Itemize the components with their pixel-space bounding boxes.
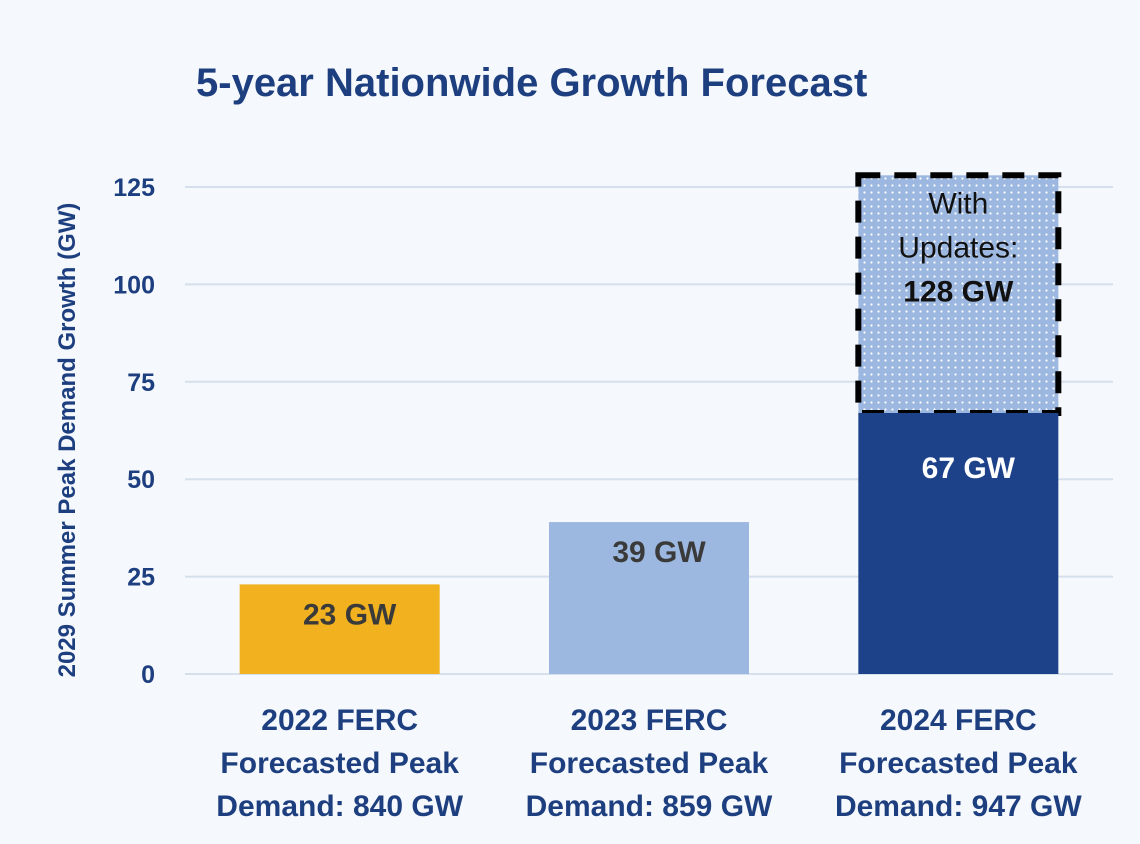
y-tick-label: 75 <box>127 369 155 397</box>
x-category-label: 2022 FERC <box>261 704 418 737</box>
data-label: 67 GW <box>922 452 1016 485</box>
y-tick-label: 25 <box>127 564 155 592</box>
x-category-label: Forecasted Peak <box>220 747 459 780</box>
bar <box>858 412 1059 674</box>
data-label: 39 GW <box>612 536 706 569</box>
update-label: With <box>928 187 988 220</box>
update-label: Updates: <box>898 231 1018 264</box>
y-tick-label: 100 <box>113 271 155 299</box>
x-category-label: Forecasted Peak <box>839 747 1078 780</box>
x-category-label: Forecasted Peak <box>530 747 769 780</box>
update-bar-segment <box>858 175 1059 413</box>
y-tick-label: 50 <box>127 466 155 494</box>
bar <box>239 584 440 674</box>
x-category-label: 2023 FERC <box>571 704 728 737</box>
x-category-label: 2024 FERC <box>880 704 1037 737</box>
x-category-label: Demand: 859 GW <box>526 790 773 823</box>
y-tick-label: 0 <box>141 661 155 689</box>
bar <box>549 522 749 674</box>
update-bar-border <box>855 172 1062 416</box>
data-label: 23 GW <box>303 598 397 631</box>
x-category-label: Demand: 947 GW <box>835 790 1082 823</box>
update-label: 128 GW <box>903 275 1014 308</box>
chart-title: 5-year Nationwide Growth Forecast <box>196 61 867 105</box>
y-axis-label: 2029 Summer Peak Demand Growth (GW) <box>54 203 81 678</box>
x-category-label: Demand: 840 GW <box>216 790 463 823</box>
y-tick-label: 125 <box>113 174 155 202</box>
